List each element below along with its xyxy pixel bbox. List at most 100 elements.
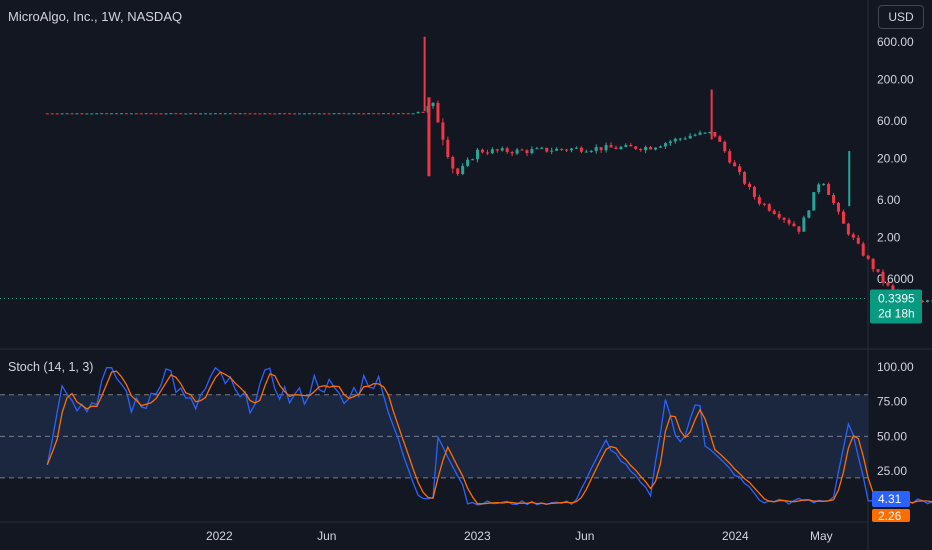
candle-body xyxy=(930,300,932,302)
candle-body xyxy=(866,255,870,259)
candle-body xyxy=(520,149,524,151)
candle-body xyxy=(248,113,252,115)
candle-body xyxy=(485,152,489,154)
candle-body xyxy=(881,271,885,283)
candle-body xyxy=(886,282,890,286)
candle-body xyxy=(609,145,613,148)
price-tick-label: 60.00 xyxy=(877,114,907,128)
candle-body xyxy=(45,113,49,115)
candle-body xyxy=(555,148,559,151)
candle-body xyxy=(456,168,460,175)
candle-body xyxy=(728,151,732,163)
candle-body xyxy=(278,113,282,115)
candle-body xyxy=(807,210,811,218)
last-price-badge xyxy=(870,289,922,324)
candle-body xyxy=(782,217,786,220)
candle-body xyxy=(382,113,386,115)
candle-body xyxy=(139,113,143,115)
candle-body xyxy=(926,300,930,302)
candle-body xyxy=(540,147,544,149)
candle-body xyxy=(490,149,494,154)
candle-body xyxy=(693,134,697,136)
candle-body xyxy=(891,285,895,290)
candle-body xyxy=(288,113,292,115)
candle-body xyxy=(164,113,168,115)
candle-body xyxy=(297,113,301,115)
candle-body xyxy=(767,204,771,211)
candle-body xyxy=(624,144,628,147)
candle-body xyxy=(762,203,766,205)
candle-body xyxy=(718,136,722,142)
candle-body xyxy=(105,113,109,115)
candle-body xyxy=(545,147,549,152)
time-tick-label: Jun xyxy=(575,529,594,543)
candle-body xyxy=(80,113,84,115)
candle-body xyxy=(629,144,633,147)
price-tick-label: 200.00 xyxy=(877,73,914,87)
time-tick-label: May xyxy=(810,529,833,543)
candle-body xyxy=(149,113,153,115)
candle-body xyxy=(65,113,69,115)
candle-body xyxy=(144,113,148,115)
candle-body xyxy=(738,166,742,173)
candle-body xyxy=(253,113,257,115)
stoch-tick-label: 50.00 xyxy=(877,429,907,443)
candle-body xyxy=(812,192,816,211)
currency-button[interactable]: USD xyxy=(878,5,924,29)
candle-body xyxy=(505,148,509,153)
candle-body xyxy=(312,113,316,115)
candle-body xyxy=(70,113,74,115)
stoch-tick-label: 100.00 xyxy=(877,360,914,374)
candle-body xyxy=(95,113,99,115)
candle-body xyxy=(302,113,306,115)
candle-body xyxy=(90,113,94,115)
candle-body xyxy=(752,186,756,198)
candle-body xyxy=(416,111,420,114)
candle-body xyxy=(733,162,737,167)
candle-body xyxy=(362,113,366,115)
candle-body xyxy=(757,197,761,204)
candle-body xyxy=(787,219,791,224)
candle-body xyxy=(703,132,707,134)
candle-body xyxy=(228,113,232,115)
candle-body xyxy=(273,113,277,115)
candle-body xyxy=(431,102,435,107)
candle-body xyxy=(174,113,178,115)
candle-body xyxy=(515,149,519,154)
time-tick-label: Jun xyxy=(317,529,336,543)
candle-body xyxy=(594,147,598,151)
candle-body xyxy=(75,113,79,115)
candle-body xyxy=(876,269,880,272)
candle-body xyxy=(658,146,662,148)
price-tick-label: 20.00 xyxy=(877,152,907,166)
candle-body xyxy=(223,113,227,115)
candle-body xyxy=(451,157,455,169)
candle-body xyxy=(817,184,821,193)
candle-body xyxy=(322,113,326,115)
candle-body xyxy=(124,113,128,115)
candle-body xyxy=(560,148,564,150)
candle-body xyxy=(396,113,400,115)
candle-body xyxy=(307,113,311,115)
candle-body xyxy=(327,113,331,115)
candle-body xyxy=(238,113,242,115)
candle-body xyxy=(550,150,554,152)
candle-body xyxy=(159,113,163,115)
price-tick-label: 2.00 xyxy=(877,231,901,245)
candle-body xyxy=(115,113,119,115)
candle-body xyxy=(293,113,297,115)
price-tick-label: 6.00 xyxy=(877,193,901,207)
candle-body xyxy=(708,131,712,133)
candle-body xyxy=(861,243,865,256)
candle-body xyxy=(604,145,608,151)
candle-body xyxy=(100,113,104,115)
candle-body xyxy=(495,149,499,151)
candle-body xyxy=(199,113,203,115)
candle-body xyxy=(179,113,183,115)
candle-body xyxy=(777,213,781,218)
price-tick-label: 600.00 xyxy=(877,35,914,49)
candle-body xyxy=(119,113,123,115)
candle-body xyxy=(668,141,672,144)
